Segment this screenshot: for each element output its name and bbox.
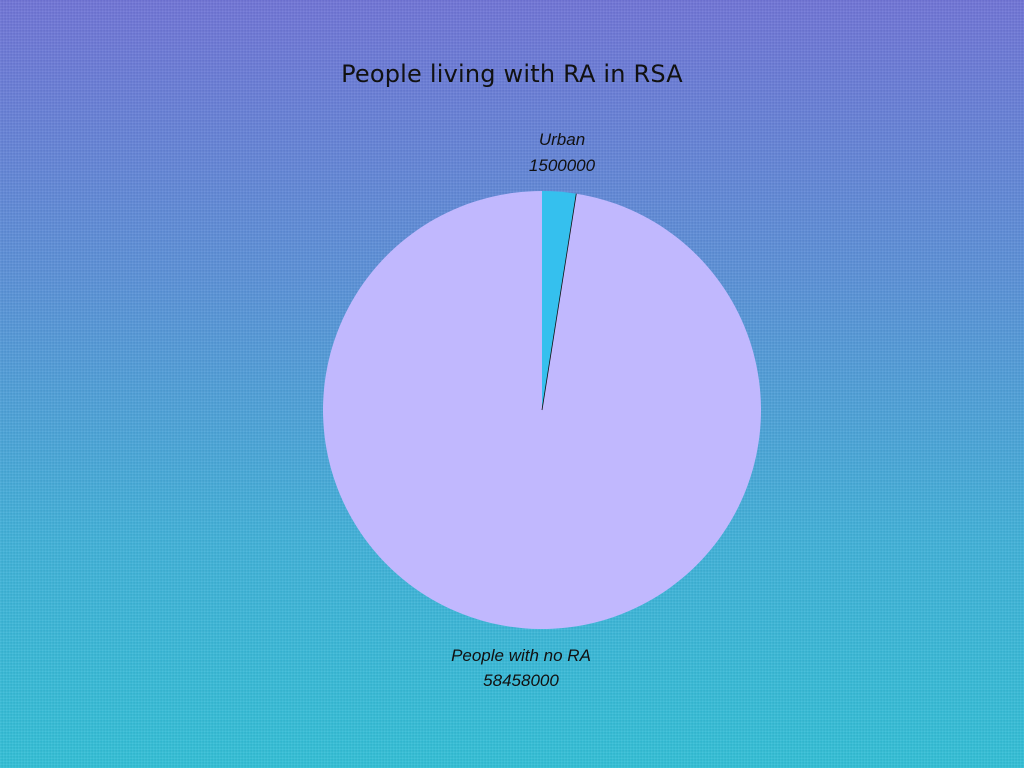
chart-title: People living with RA in RSA	[341, 60, 683, 88]
slice-label-value: 1500000	[529, 156, 596, 175]
pie-slice-separator	[541, 193, 577, 411]
slice-label-name: People with no RA	[451, 646, 591, 665]
pie-slice-people-with-no-ra	[322, 191, 761, 629]
slice-label-name: Urban	[539, 130, 585, 149]
slice-label-value: 58458000	[483, 671, 559, 690]
